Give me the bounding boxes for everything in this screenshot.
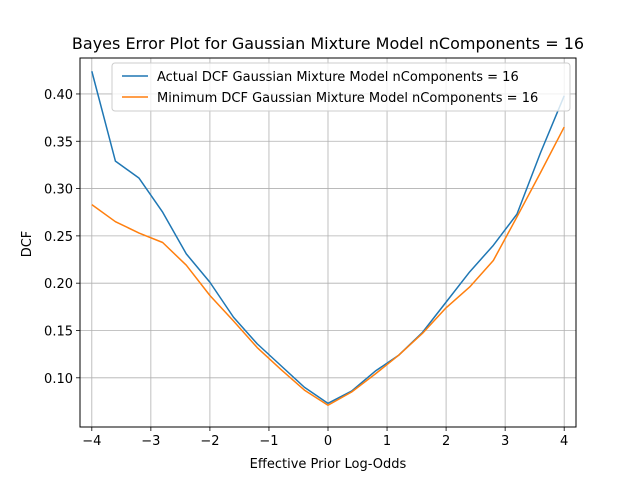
legend: Actual DCF Gaussian Mixture Model nCompo…: [111, 62, 571, 112]
x-tick-label: −1: [259, 434, 278, 449]
legend-label-minimum-dcf: Minimum DCF Gaussian Mixture Model nComp…: [157, 91, 538, 106]
x-tick-label: −4: [82, 434, 101, 449]
y-tick-label: 0.35: [44, 135, 73, 150]
y-tick-label: 0.20: [44, 277, 73, 292]
legend-label-actual-dcf: Actual DCF Gaussian Mixture Model nCompo…: [157, 70, 519, 85]
x-tick-label: 0: [324, 434, 332, 449]
x-axis-label: Effective Prior Log-Odds: [250, 457, 407, 472]
chart-title: Bayes Error Plot for Gaussian Mixture Mo…: [72, 34, 584, 53]
x-tick-label: −3: [141, 434, 160, 449]
y-tick-label: 0.40: [44, 88, 73, 103]
y-tick-label: 0.10: [44, 372, 73, 387]
axis-ticks: −4 −3 −2 −1 0 1 2 3 4 0.10 0.15 0.20 0.25 0.30 0.35 0.4…: [44, 88, 568, 449]
x-tick-label: 4: [560, 434, 568, 449]
x-tick-label: 3: [501, 434, 509, 449]
y-axis-label: DCF: [20, 231, 35, 258]
grid: [80, 58, 576, 427]
series-lines: [91, 71, 565, 406]
series-line-actual-dcf: [91, 71, 565, 405]
x-tick-label: 1: [383, 434, 391, 449]
y-tick-label: 0.15: [44, 324, 73, 339]
x-tick-label: 2: [442, 434, 450, 449]
y-tick-label: 0.30: [44, 183, 73, 198]
x-tick-label: −2: [200, 434, 219, 449]
legend-box: [111, 62, 571, 112]
series-line-minimum-dcf: [91, 126, 565, 406]
y-tick-label: 0.25: [44, 230, 73, 245]
